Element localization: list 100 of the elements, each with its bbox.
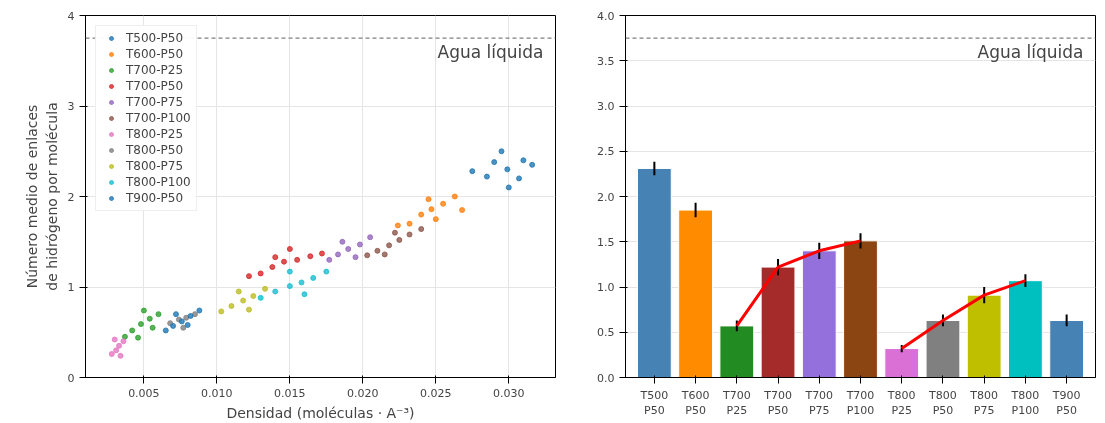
point xyxy=(529,161,536,168)
point xyxy=(286,268,293,275)
point xyxy=(432,216,439,223)
point xyxy=(187,312,194,319)
y-tick-label: 0.5 xyxy=(597,326,615,340)
point xyxy=(235,288,242,295)
x-tick-label: 0.005 xyxy=(128,386,160,400)
point xyxy=(155,311,162,318)
point xyxy=(111,336,118,343)
point xyxy=(335,251,342,258)
point xyxy=(281,258,288,265)
y-tick-label: 1.0 xyxy=(597,281,615,294)
point xyxy=(469,168,476,175)
point xyxy=(428,206,435,213)
point xyxy=(516,175,523,182)
point xyxy=(418,226,425,233)
x-tick-label: T800 P50 xyxy=(928,388,957,418)
legend-label: T800-P25 xyxy=(126,127,184,141)
point xyxy=(228,303,235,309)
point xyxy=(146,315,153,322)
x-tick-label: 0.015 xyxy=(274,386,306,400)
point xyxy=(173,311,179,318)
bar xyxy=(678,209,713,378)
point xyxy=(483,173,490,180)
x-tick-label: T800 P100 xyxy=(1010,388,1040,418)
x-axis-title: Densidad (moléculas · A⁻³) xyxy=(226,404,415,421)
point xyxy=(326,256,333,263)
point xyxy=(196,307,203,314)
line-series xyxy=(900,279,1027,351)
legend-label: T800-P100 xyxy=(126,175,191,189)
point xyxy=(451,193,458,200)
legend-label: T500-P50 xyxy=(126,31,184,45)
point xyxy=(183,314,190,321)
x-tick-label: T900 P50 xyxy=(1051,388,1081,418)
point xyxy=(310,274,317,281)
point xyxy=(257,270,264,277)
point xyxy=(121,333,128,340)
point xyxy=(120,338,127,345)
point xyxy=(391,229,398,236)
point xyxy=(505,184,512,191)
point xyxy=(269,264,276,271)
point xyxy=(367,234,374,241)
ref-line-label: Agua líquida xyxy=(437,42,544,63)
x-tick-label: 0.010 xyxy=(201,386,233,400)
y-tick-label: 0 xyxy=(67,371,75,385)
point xyxy=(272,254,279,261)
bar xyxy=(760,266,796,378)
y-tick-label: 3.5 xyxy=(597,54,615,68)
point xyxy=(262,285,269,292)
point xyxy=(218,308,225,315)
x-tick-label: T500 P50 xyxy=(639,388,669,418)
point xyxy=(307,253,314,260)
y-tick-label: 1 xyxy=(67,281,75,294)
point xyxy=(396,236,403,243)
legend-label: T900-P50 xyxy=(126,191,184,205)
point xyxy=(129,327,136,334)
point xyxy=(108,350,115,357)
point xyxy=(137,321,144,328)
x-tick-label: T800 P75 xyxy=(969,388,999,418)
bar xyxy=(719,325,755,378)
point xyxy=(286,245,293,252)
y-tick-label: 3.0 xyxy=(597,100,615,113)
point xyxy=(298,279,305,286)
point xyxy=(149,324,156,331)
legend-label: T600-P50 xyxy=(126,47,184,61)
bar xyxy=(801,250,837,378)
x-tick-label: T700 P50 xyxy=(763,388,792,418)
point xyxy=(257,294,264,301)
point xyxy=(425,196,432,203)
point xyxy=(406,220,413,227)
point xyxy=(162,327,169,334)
point xyxy=(135,334,142,341)
bar xyxy=(884,348,920,378)
point xyxy=(286,283,293,290)
x-tick-label: 0.030 xyxy=(493,386,525,400)
y-tick-label: 4 xyxy=(67,9,75,23)
point xyxy=(440,200,447,207)
point xyxy=(374,247,381,254)
point xyxy=(323,268,330,275)
point xyxy=(345,245,352,252)
y-tick-label: 4.0 xyxy=(597,9,615,23)
point xyxy=(520,157,527,164)
point xyxy=(191,311,198,318)
y-tick-label: 3 xyxy=(67,100,75,113)
bar xyxy=(843,240,878,378)
point xyxy=(364,252,371,259)
x-tick-label: T800 P25 xyxy=(886,388,916,418)
x-tick-label: T700 P25 xyxy=(721,388,751,418)
point xyxy=(381,251,388,258)
bar xyxy=(966,294,1002,378)
point xyxy=(498,148,505,155)
point xyxy=(504,166,511,173)
x-tick-label: T700 P100 xyxy=(845,388,875,418)
y-tick-label: 2 xyxy=(67,190,75,204)
x-tick-label: 0.025 xyxy=(420,386,452,400)
ref-line-label: Agua líquida xyxy=(977,42,1084,63)
point xyxy=(356,241,363,248)
point xyxy=(301,291,308,298)
point xyxy=(245,273,252,280)
legend-label: T700-P25 xyxy=(126,63,184,77)
